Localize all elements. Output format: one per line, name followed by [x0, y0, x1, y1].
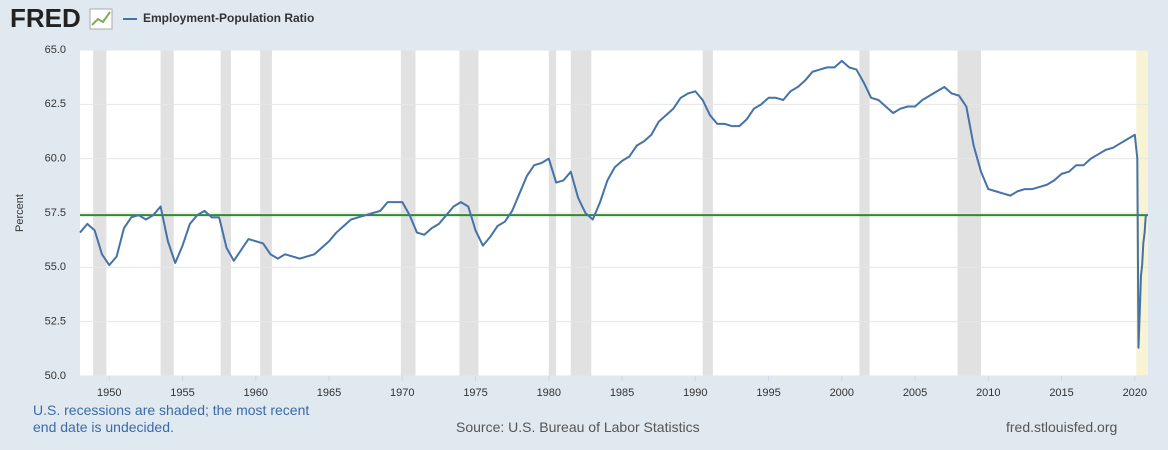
x-tick-label: 1990: [683, 387, 707, 399]
x-tick-label: 1985: [610, 387, 634, 399]
series-line: [79, 59, 1147, 349]
y-tick-label: 57.5: [45, 207, 66, 219]
legend-label: Employment-Population Ratio: [143, 11, 314, 25]
x-tick-label: 1965: [317, 387, 341, 399]
x-tick-label: 1960: [244, 387, 268, 399]
x-tick-label: 1980: [537, 387, 561, 399]
y-tick-label: 55.0: [45, 261, 66, 273]
x-tick-label: 2000: [830, 387, 854, 399]
logo-icon: [89, 8, 113, 30]
x-tick-label: 1995: [756, 387, 780, 399]
x-tick-label: 1975: [463, 387, 487, 399]
x-tick-label: 1970: [390, 387, 414, 399]
y-tick-label: 50.0: [45, 370, 66, 382]
source: Source: U.S. Bureau of Labor Statistics: [456, 419, 700, 435]
y-tick-label: 65.0: [45, 44, 66, 56]
logo: FRED: [10, 3, 81, 33]
x-tick-label: 2015: [1049, 387, 1073, 399]
y-axis-label: Percent: [14, 194, 26, 232]
x-tick-label: 2005: [903, 387, 927, 399]
site: fred.stlouisfed.org: [1006, 419, 1118, 435]
x-tick-label: 2020: [1123, 387, 1147, 399]
x-tick-label: 1955: [170, 387, 194, 399]
y-tick-label: 60.0: [45, 153, 66, 165]
y-tick-label: 52.5: [45, 316, 66, 328]
note: U.S. recessions are shaded; the most rec…: [33, 402, 310, 435]
x-tick-label: 2010: [976, 387, 1000, 399]
x-tick-label: 1950: [97, 387, 121, 399]
y-tick-label: 62.5: [45, 98, 66, 110]
